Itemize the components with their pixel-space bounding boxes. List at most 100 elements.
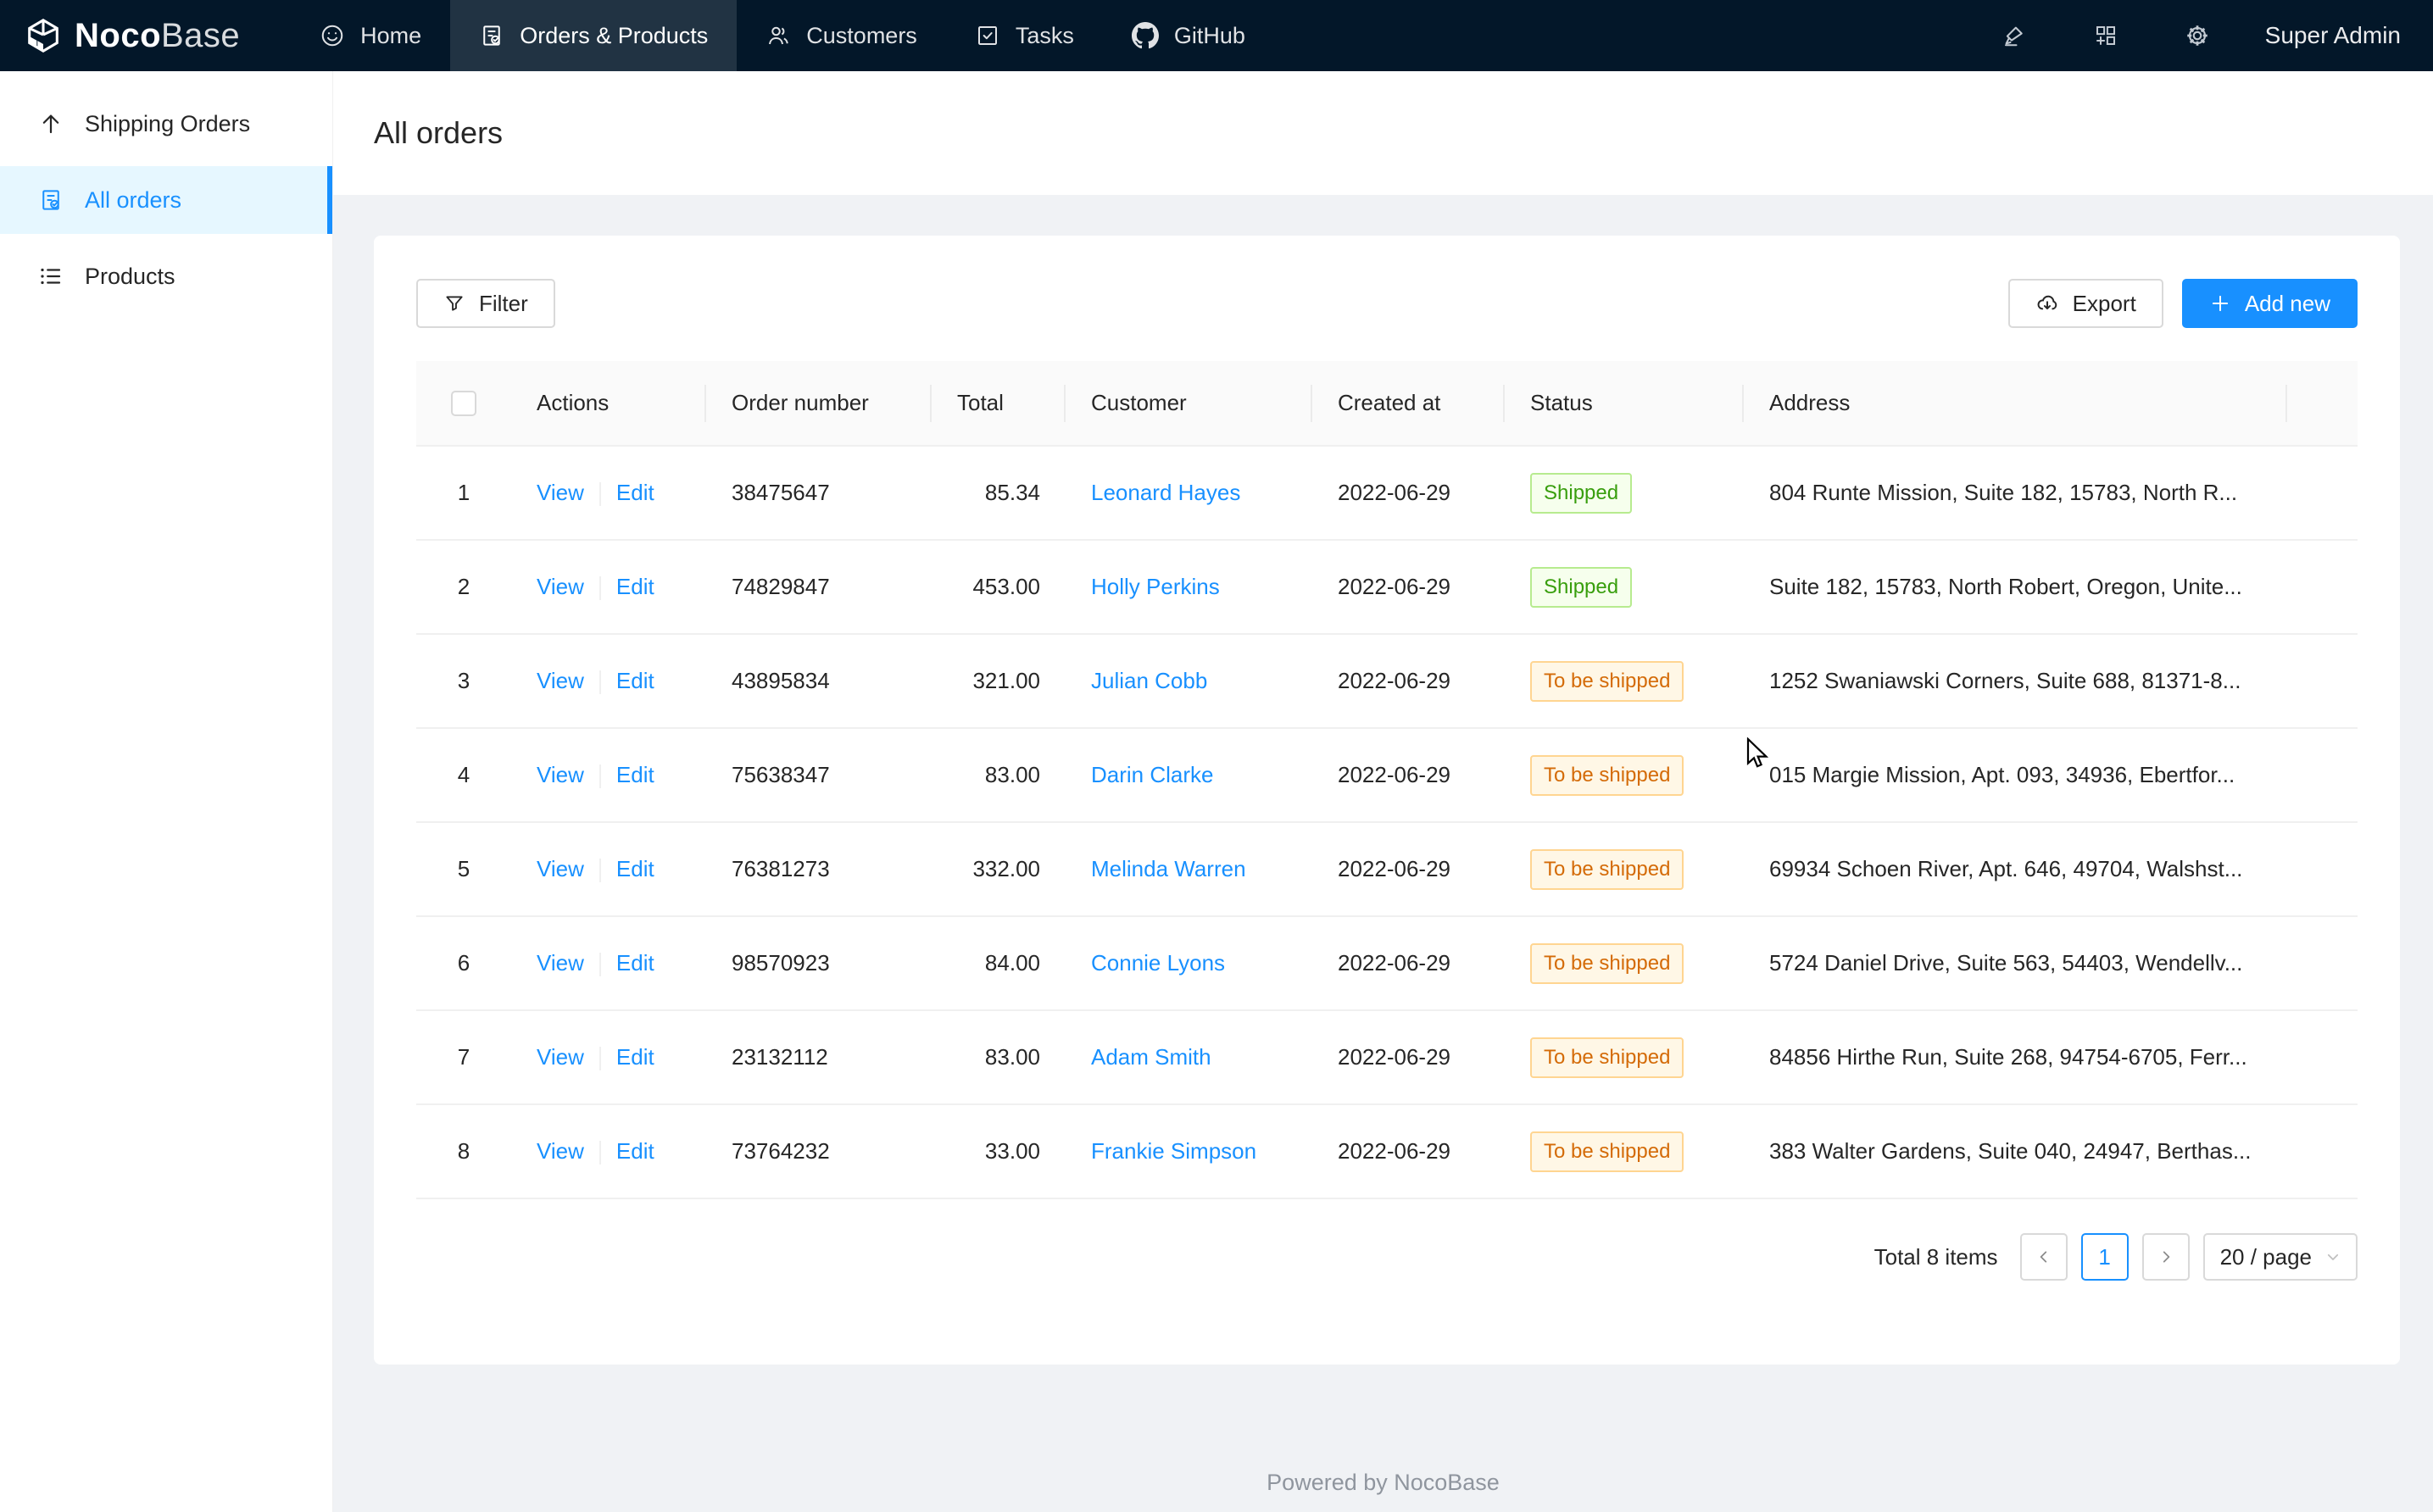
- column-header-total: Total: [932, 361, 1066, 447]
- order-number-cell: 75638347: [706, 728, 932, 823]
- navbar-actions: Super Admin: [1968, 0, 2433, 71]
- pagination-prev-button[interactable]: [2019, 1233, 2068, 1281]
- edit-link[interactable]: Edit: [615, 573, 654, 599]
- content-area: Filter Export: [333, 236, 2433, 1496]
- column-header-order-number: Order number: [706, 361, 932, 447]
- status-badge: Shipped: [1530, 472, 1633, 514]
- nocobase-logo[interactable]: NocoBase: [0, 0, 291, 71]
- export-button[interactable]: Export: [2007, 279, 2163, 328]
- main-area: All orders Filter: [333, 71, 2433, 1512]
- customer-link[interactable]: Leonard Hayes: [1091, 480, 1241, 505]
- page-title: All orders: [374, 115, 504, 150]
- tab-customers-label: Customers: [806, 22, 917, 48]
- view-link[interactable]: View: [537, 479, 584, 505]
- customer-link[interactable]: Frankie Simpson: [1091, 1138, 1257, 1164]
- sidebar-item-label: Products: [85, 263, 175, 289]
- sidebar-item-products[interactable]: Products: [0, 242, 332, 310]
- filter-button[interactable]: Filter: [416, 279, 555, 328]
- created-at-cell: 2022-06-29: [1312, 1104, 1505, 1199]
- sidebar-item-shipping-orders[interactable]: Shipping Orders: [0, 90, 332, 158]
- add-new-button[interactable]: Add new: [2181, 279, 2358, 328]
- view-link[interactable]: View: [537, 855, 584, 881]
- select-all-checkbox[interactable]: [451, 390, 476, 416]
- tab-tasks-label: Tasks: [1015, 22, 1074, 48]
- customer-link[interactable]: Darin Clarke: [1091, 762, 1214, 787]
- ui-editor-button[interactable]: [1968, 0, 2060, 71]
- action-divider: [599, 482, 601, 507]
- edit-link[interactable]: Edit: [615, 667, 654, 693]
- order-number-cell: 43895834: [706, 634, 932, 729]
- customer-link[interactable]: Connie Lyons: [1091, 950, 1226, 976]
- order-number-cell: 38475647: [706, 446, 932, 541]
- table-row: 7 View Edit 23132112 83.00 Adam Smith 202…: [416, 1010, 2358, 1105]
- table-toolbar: Filter Export: [416, 279, 2358, 328]
- order-number-cell: 98570923: [706, 916, 932, 1011]
- action-divider: [599, 859, 601, 883]
- tab-tasks[interactable]: Tasks: [946, 0, 1103, 71]
- cloud-download-icon: [2035, 292, 2059, 315]
- edit-link[interactable]: Edit: [615, 1043, 654, 1070]
- table-row: 4 View Edit 75638347 83.00 Darin Clarke 2…: [416, 728, 2358, 823]
- sidebar-item-label: All orders: [85, 186, 182, 213]
- edit-link[interactable]: Edit: [615, 479, 654, 505]
- tab-orders-products[interactable]: Orders & Products: [450, 0, 738, 71]
- view-link[interactable]: View: [537, 1043, 584, 1070]
- pagination-next-button[interactable]: [2141, 1233, 2190, 1281]
- list-icon: [37, 263, 64, 290]
- customer-link[interactable]: Holly Perkins: [1091, 574, 1220, 599]
- action-divider: [599, 953, 601, 977]
- action-divider: [599, 670, 601, 695]
- table-row: 6 View Edit 98570923 84.00 Connie Lyons 2…: [416, 916, 2358, 1011]
- plugin-manager-button[interactable]: [2060, 0, 2152, 71]
- page-header: All orders: [333, 71, 2433, 195]
- view-link[interactable]: View: [537, 667, 584, 693]
- status-badge: To be shipped: [1530, 848, 1684, 890]
- edit-link[interactable]: Edit: [615, 761, 654, 787]
- view-link[interactable]: View: [537, 1137, 584, 1164]
- customer-link[interactable]: Adam Smith: [1091, 1044, 1211, 1070]
- row-index: 7: [416, 1010, 511, 1105]
- nav-tabs: Home Orders & Products: [291, 0, 1274, 71]
- tab-customers[interactable]: Customers: [737, 0, 946, 71]
- add-new-button-label: Add new: [2244, 290, 2330, 316]
- chevron-left-icon: [2036, 1249, 2052, 1265]
- table-header-row: Actions Order number Total Customer Crea…: [416, 361, 2358, 447]
- pagination-page-1[interactable]: 1: [2080, 1233, 2129, 1281]
- status-badge: To be shipped: [1530, 1131, 1684, 1172]
- edit-link[interactable]: Edit: [615, 949, 654, 976]
- view-link[interactable]: View: [537, 949, 584, 976]
- user-menu[interactable]: Super Admin: [2264, 22, 2401, 48]
- row-index: 5: [416, 822, 511, 917]
- total-cell: 453.00: [932, 540, 1066, 635]
- settings-button[interactable]: [2152, 0, 2243, 71]
- edit-link[interactable]: Edit: [615, 1137, 654, 1164]
- orders-table: Actions Order number Total Customer Crea…: [416, 361, 2358, 1199]
- created-at-cell: 2022-06-29: [1312, 822, 1505, 917]
- address-cell: 5724 Daniel Drive, Suite 563, 54403, Wen…: [1744, 916, 2287, 1011]
- appstore-add-icon: [2093, 23, 2118, 48]
- arrow-up-icon: [37, 110, 64, 137]
- table-row: 3 View Edit 43895834 321.00 Julian Cobb 2…: [416, 634, 2358, 729]
- customer-link[interactable]: Julian Cobb: [1091, 668, 1208, 693]
- view-link[interactable]: View: [537, 573, 584, 599]
- smiley-icon: [320, 23, 345, 48]
- address-cell: 84856 Hirthe Run, Suite 268, 94754-6705,…: [1744, 1010, 2287, 1105]
- top-navbar: NocoBase Home: [0, 0, 2433, 71]
- sidebar-item-all-orders[interactable]: All orders: [0, 166, 332, 234]
- view-link[interactable]: View: [537, 761, 584, 787]
- column-header-status: Status: [1505, 361, 1744, 447]
- cube-logo-icon: [24, 16, 63, 55]
- total-cell: 332.00: [932, 822, 1066, 917]
- page-size-value: 20 / page: [2219, 1243, 2312, 1270]
- page-size-select[interactable]: 20 / page: [2202, 1233, 2358, 1281]
- edit-link[interactable]: Edit: [615, 855, 654, 881]
- tab-home[interactable]: Home: [291, 0, 450, 71]
- plus-icon: [2209, 292, 2231, 314]
- created-at-cell: 2022-06-29: [1312, 540, 1505, 635]
- row-index: 8: [416, 1104, 511, 1199]
- tab-github[interactable]: GitHub: [1103, 0, 1274, 71]
- order-number-cell: 23132112: [706, 1010, 932, 1105]
- customer-link[interactable]: Melinda Warren: [1091, 856, 1246, 881]
- total-cell: 33.00: [932, 1104, 1066, 1199]
- sidebar-item-label: Shipping Orders: [85, 110, 251, 136]
